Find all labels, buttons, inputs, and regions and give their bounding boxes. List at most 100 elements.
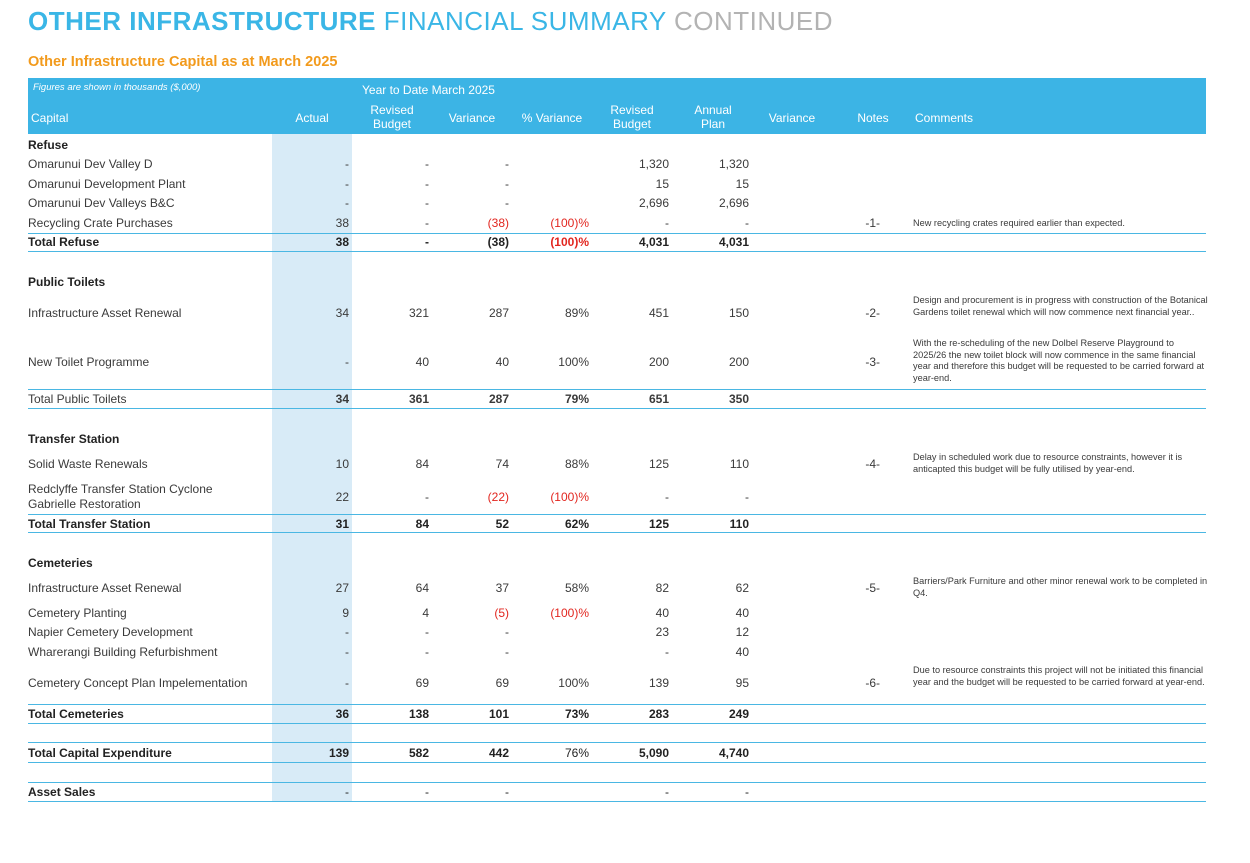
cell-annual-plan: 350: [728, 392, 749, 406]
table-row-grand-total: Total Capital Expenditure 139 582 442 76…: [28, 746, 1206, 764]
cell-pct-variance: (100)%: [550, 235, 589, 249]
divider: [28, 742, 1206, 743]
cell-annual-plan: 40: [735, 645, 749, 659]
divider: [28, 389, 1206, 390]
col-actual: Actual: [295, 111, 329, 125]
row-label: Infrastructure Asset Renewal: [28, 306, 182, 320]
cell-annual-plan: 4,740: [718, 746, 749, 760]
row-label: Redclyffe Transfer Station Cyclone Gabri…: [28, 482, 213, 512]
cell-annual-plan: 110: [729, 457, 749, 471]
col-notes: Notes: [857, 111, 889, 125]
cell-variance: 37: [495, 581, 509, 595]
cell-revised-budget-full: 2,696: [638, 196, 669, 210]
cell-revised-budget-full: -: [665, 216, 669, 230]
cell-actual: -: [345, 645, 349, 659]
title-light: FINANCIAL SUMMARY: [383, 6, 667, 36]
table-row-total: Total Public Toilets 34 361 287 79% 651 …: [28, 392, 1206, 410]
col-variance: Variance: [448, 111, 496, 125]
row-label: New Toilet Programme: [28, 355, 150, 369]
cell-revised-budget-full: -: [665, 785, 669, 799]
cell-pct-variance: 79%: [564, 392, 589, 406]
cell-note: -6-: [865, 676, 880, 690]
cell-revised-budget-full: 451: [648, 306, 669, 320]
row-label: Total Cemeteries: [28, 707, 124, 721]
col-revised-budget-full: Revised Budget: [610, 103, 654, 131]
cell-revised-budget: -: [425, 785, 429, 799]
col-revised-budget: Revised Budget: [370, 103, 414, 131]
cell-revised-budget-full: 82: [655, 581, 669, 595]
row-label: Omarunui Dev Valleys B&C: [28, 196, 175, 210]
table-row-total: Total Cemeteries 36 138 101 73% 283 249: [28, 707, 1206, 725]
cell-annual-plan: 200: [728, 355, 749, 369]
cell-revised-budget: 361: [408, 392, 429, 406]
row-label: Total Transfer Station: [28, 517, 151, 531]
section-title: Other Infrastructure Capital as at March…: [28, 54, 338, 70]
cell-revised-budget-full: 651: [648, 392, 669, 406]
cell-note: -1-: [865, 216, 880, 230]
cell-revised-budget-full: 4,031: [638, 235, 669, 249]
divider: [28, 704, 1206, 705]
row-label: Omarunui Development Plant: [28, 177, 186, 191]
divider: [28, 408, 1206, 409]
table-row-total: Total Transfer Station 31 84 52 62% 125 …: [28, 517, 1206, 535]
cell-annual-plan: 249: [728, 707, 749, 721]
cell-note: -5-: [865, 581, 880, 595]
col-comments: Comments: [915, 111, 974, 125]
cell-pct-variance: 76%: [564, 746, 589, 760]
cell-revised-budget: -: [425, 196, 429, 210]
title-grey: CONTINUED: [673, 6, 834, 36]
cell-pct-variance: 58%: [564, 581, 589, 595]
divider: [28, 251, 1206, 252]
cell-variance: (38): [487, 235, 509, 249]
cell-pct-variance: (100)%: [550, 490, 589, 504]
cell-annual-plan: 1,320: [718, 157, 749, 171]
cell-pct-variance: 89%: [564, 306, 589, 320]
comment-2: Design and procurement is in progress wi…: [913, 295, 1208, 317]
cell-actual: 22: [335, 490, 349, 504]
cell-variance: (5): [494, 606, 509, 620]
table-row: Cemetery Concept Plan Impelementation - …: [28, 676, 1206, 694]
group-public-toilets: Public Toilets: [28, 275, 106, 289]
cell-annual-plan: 2,696: [718, 196, 749, 210]
row-label: Total Public Toilets: [28, 392, 127, 406]
cell-actual: -: [345, 157, 349, 171]
cell-revised-budget: 4: [422, 606, 429, 620]
cell-actual: -: [345, 676, 349, 690]
cell-variance: (38): [487, 216, 509, 230]
row-label: Omarunui Dev Valley D: [28, 157, 153, 171]
cell-variance: 101: [488, 707, 509, 721]
comment-6: Due to resource constraints this project…: [913, 665, 1205, 687]
cell-variance: 40: [495, 355, 509, 369]
group-cemeteries: Cemeteries: [28, 556, 93, 570]
cell-variance: -: [505, 625, 509, 639]
cell-actual: 34: [335, 306, 349, 320]
cell-actual: 38: [335, 235, 349, 249]
cell-actual: 31: [335, 517, 349, 531]
comment-3: With the re-scheduling of the new Dolbel…: [913, 338, 1205, 383]
cell-annual-plan: 12: [735, 625, 749, 639]
table-row-total: Total Refuse 38 - (38) (100)% 4,031 4,03…: [28, 235, 1206, 253]
cell-annual-plan: 15: [735, 177, 749, 191]
comment-5: Barriers/Park Furniture and other minor …: [913, 576, 1208, 598]
col-variance-full: Variance: [768, 111, 816, 125]
table-row: Omarunui Development Plant - - - 15 15: [28, 177, 1206, 195]
cell-annual-plan: 4,031: [718, 235, 749, 249]
cell-revised-budget: -: [425, 157, 429, 171]
row-label: Total Refuse: [28, 235, 100, 249]
cell-actual: -: [345, 177, 349, 191]
cell-revised-budget-full: 1,320: [638, 157, 669, 171]
table-row: Redclyffe Transfer Station Cyclone Gabri…: [28, 482, 1206, 514]
cell-variance: (22): [487, 490, 509, 504]
cell-revised-budget: -: [425, 645, 429, 659]
cell-actual: 9: [342, 606, 349, 620]
cell-actual: -: [345, 196, 349, 210]
cell-variance: -: [505, 785, 509, 799]
cell-annual-plan: -: [745, 216, 749, 230]
cell-annual-plan: 62: [735, 581, 749, 595]
cell-actual: 36: [335, 707, 349, 721]
divider: [28, 233, 1206, 234]
cell-variance: -: [505, 177, 509, 191]
divider: [28, 723, 1206, 724]
cell-actual: 139: [328, 746, 349, 760]
table-row: Infrastructure Asset Renewal 34 321 287 …: [28, 306, 1206, 324]
